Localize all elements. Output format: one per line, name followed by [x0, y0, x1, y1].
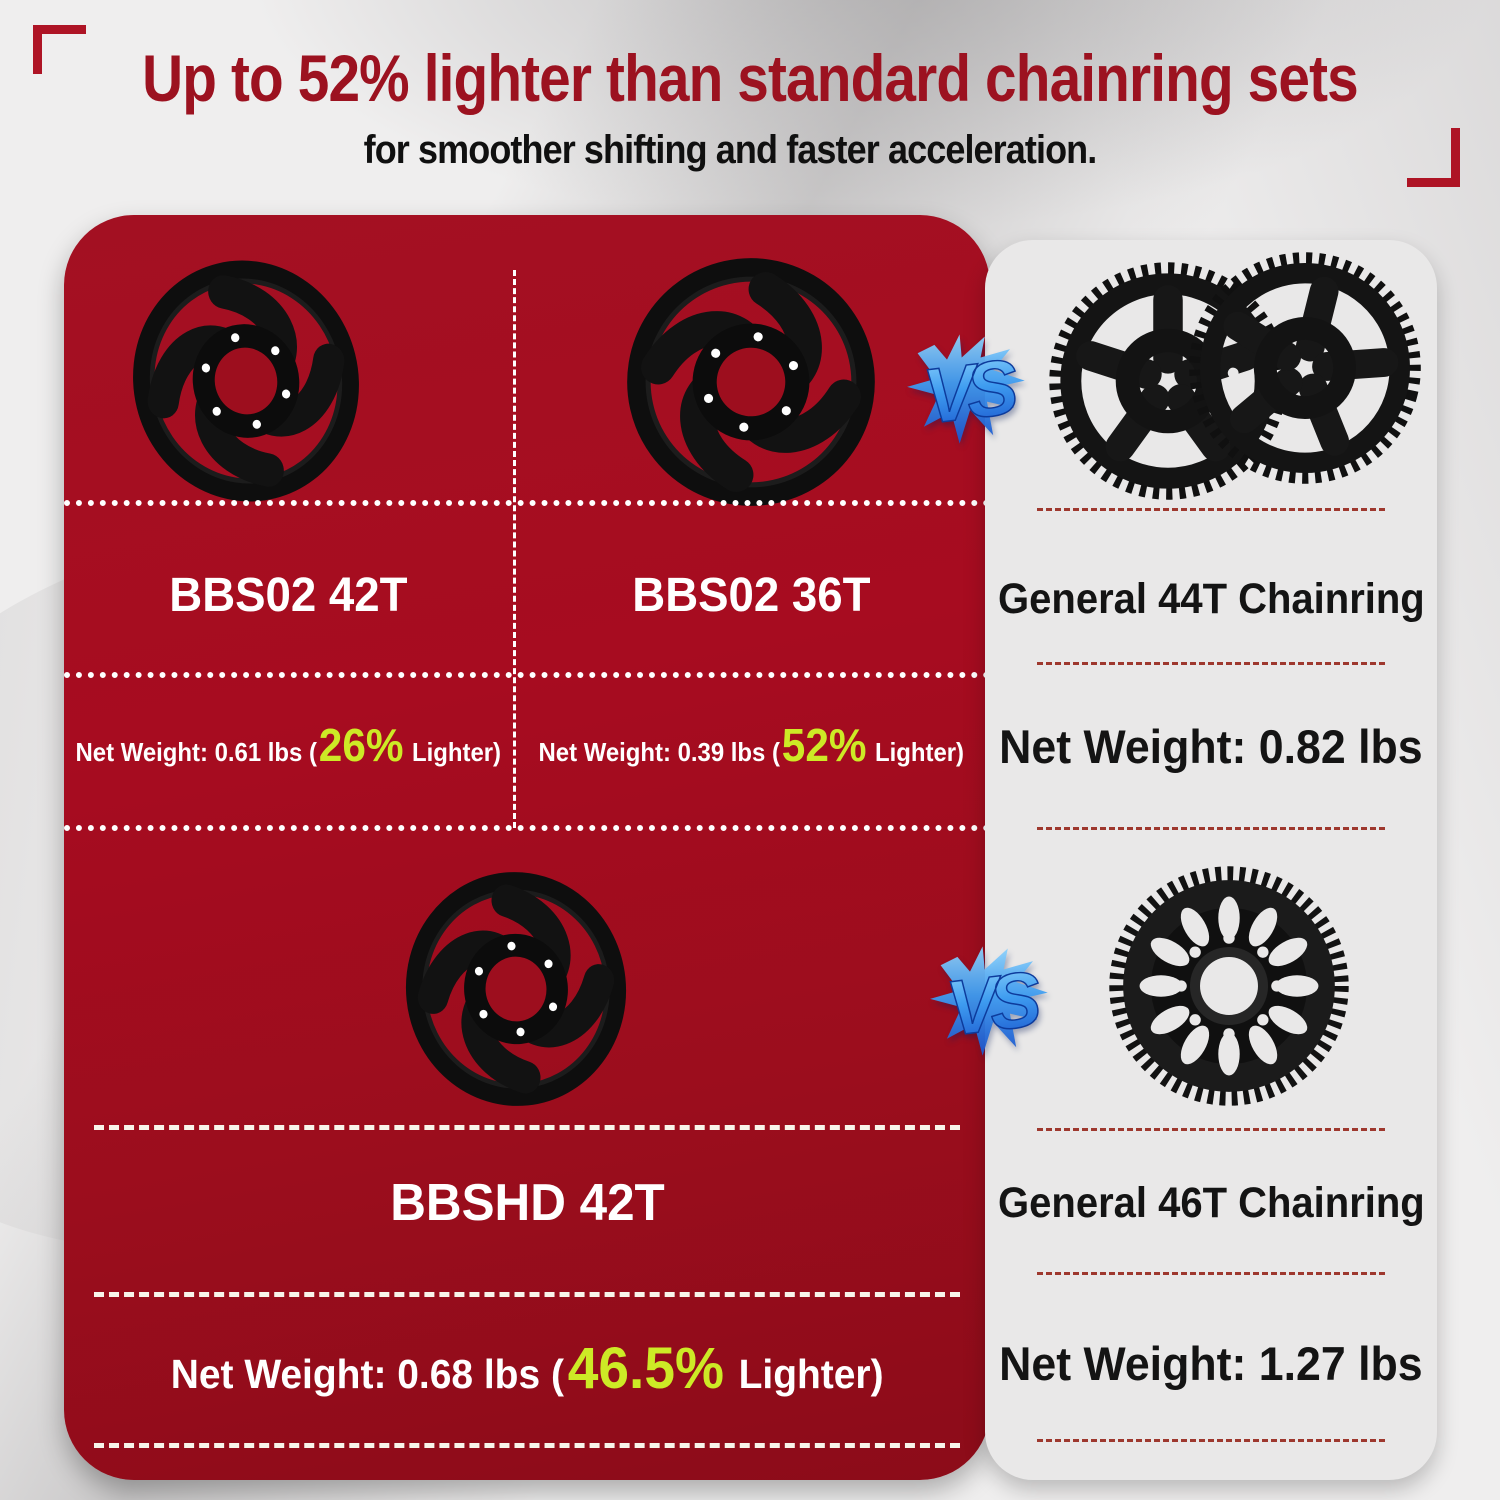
net-weight-text: Net Weight: 0.68 lbs (46.5% Lighter): [170, 1335, 884, 1401]
divider-dashed-6: [94, 1443, 960, 1448]
bbs02-42t-chainring-image: [104, 233, 388, 529]
vs-badge-icon: VS: [907, 334, 1025, 444]
divider-dashed-4: [94, 1125, 960, 1130]
svg-text:VS: VS: [919, 344, 1023, 441]
divider-red-dashed-4: [1037, 1128, 1385, 1131]
product-name: BBS02 36T: [632, 568, 871, 622]
product-name-row: General 44T Chainring: [985, 570, 1437, 628]
divider-red-dashed-6: [1037, 1439, 1385, 1442]
product-name-row: BBSHD 42T: [64, 1168, 990, 1238]
product-name-row: General 46T Chainring: [985, 1174, 1437, 1232]
divider-vertical-dashed: [513, 270, 516, 828]
percent-lighter-value: 52%: [782, 719, 867, 771]
product-name-row: BBS02 42T: [64, 560, 513, 630]
corner-bracket-top-left-icon: [33, 25, 86, 74]
net-weight-text: Net Weight: 0.82 lbs: [999, 719, 1423, 773]
divider-red-dashed-1: [1037, 508, 1385, 511]
product-weight-row: Net Weight: 0.68 lbs (46.5% Lighter): [64, 1323, 990, 1413]
percent-lighter-value: 46.5%: [567, 1335, 724, 1401]
corner-bracket-bottom-right-icon: [1407, 128, 1460, 187]
page-title: Up to 52% lighter than standard chainrin…: [142, 41, 1359, 115]
net-weight-text: Net Weight: 0.39 lbs (52% Lighter): [538, 719, 965, 771]
bbshd-42t-chainring-image: [391, 852, 642, 1126]
product-name: General 46T Chainring: [997, 1178, 1425, 1227]
standard-chainrings-panel: General 44T Chainring Net Weight: 0.82 l…: [985, 240, 1437, 1480]
product-weight-row: Net Weight: 0.82 lbs: [985, 717, 1437, 775]
net-weight-text: Net Weight: 1.27 lbs: [999, 1336, 1423, 1390]
product-weight-row: Net Weight: 0.39 lbs (52% Lighter): [513, 705, 990, 785]
divider-red-dashed-5: [1037, 1272, 1385, 1275]
vs-badge-icon: VS: [930, 946, 1048, 1056]
product-weight-row: Net Weight: 0.61 lbs (26% Lighter): [64, 705, 513, 785]
product-name: BBS02 42T: [169, 568, 408, 622]
divider-red-dashed-2: [1037, 662, 1385, 665]
divider-red-dashed-3: [1037, 827, 1385, 830]
product-name: BBSHD 42T: [389, 1174, 665, 1232]
product-weight-row: Net Weight: 1.27 lbs: [985, 1334, 1437, 1392]
product-name: General 44T Chainring: [997, 574, 1425, 623]
lightweight-chainrings-panel: BBS02 42T BBS02 36T Net Weight: 0.61 lbs…: [64, 215, 990, 1480]
product-name-row: BBS02 36T: [513, 560, 990, 630]
divider-dotted-3: [64, 825, 990, 831]
svg-text:VS: VS: [942, 956, 1046, 1053]
divider-dotted-1: [64, 500, 990, 506]
divider-dotted-2: [64, 672, 990, 678]
net-weight-text: Net Weight: 0.61 lbs (26% Lighter): [75, 719, 502, 771]
bbs02-36t-chainring-image: [606, 237, 897, 528]
general-46t-chainring-image: [1103, 860, 1355, 1112]
percent-lighter-value: 26%: [319, 719, 404, 771]
divider-dashed-5: [94, 1292, 960, 1297]
page-subtitle: for smoother shifting and faster acceler…: [363, 128, 1098, 172]
